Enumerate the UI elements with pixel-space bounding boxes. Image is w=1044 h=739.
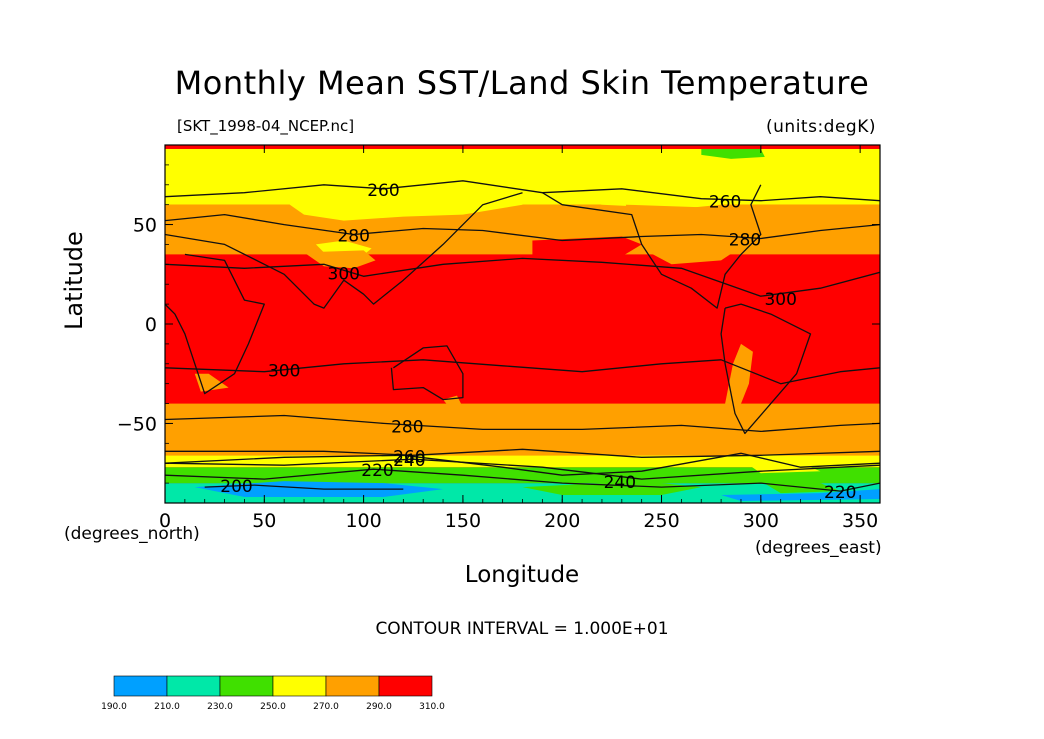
x-tick-label-300: 300 (743, 510, 779, 532)
patch-arctic-green (701, 149, 765, 159)
y-tick-label--50: −50 (117, 413, 157, 435)
patch-siberia-yellow (284, 192, 523, 221)
contour-label-6: 300 (268, 362, 300, 382)
coast-africa (165, 253, 265, 395)
contour-220-south (165, 468, 880, 492)
colorbar-label-2: 230.0 (207, 702, 233, 712)
temperature-band-1 (165, 467, 880, 484)
temperature-band-2 (165, 455, 880, 468)
colorbar-swatch-5 (378, 675, 433, 697)
x-tick-label-200: 200 (544, 510, 580, 532)
chart-subtitle-units: (units:degK) (766, 117, 876, 137)
contour-300-north (165, 257, 880, 297)
contour-label-4: 300 (328, 264, 360, 284)
patch-antarctic-green-1 (522, 481, 702, 495)
colorbar: 190.0 210.0 230.0 250.0 270.0 290.0 310.0 (101, 675, 445, 712)
contour-label-7: 280 (391, 417, 423, 437)
y-tick-label-50: 50 (133, 215, 157, 237)
patch-pacific-red (532, 236, 642, 257)
contour-label-8: 260 (393, 447, 425, 467)
patch-africa-orange (194, 373, 229, 392)
coast-antarctica (165, 452, 880, 476)
x-axis-label: Longitude (464, 562, 580, 588)
y-tick-label-0: 0 (145, 314, 157, 336)
colorbar-label-4: 270.0 (313, 702, 339, 712)
x-tick-label-100: 100 (345, 510, 381, 532)
contour-label-10: 220 (361, 461, 393, 481)
colorbar-swatch-4 (325, 675, 380, 697)
contour-280-north (165, 213, 880, 242)
contour-label-9: 240 (393, 451, 425, 471)
coast-namerica (542, 184, 762, 309)
colorbar-swatch-0 (113, 675, 168, 697)
temperature-band-5 (165, 204, 880, 255)
patch-namerica-yellow (542, 180, 761, 209)
contour-label-12: 200 (220, 477, 252, 497)
colorbar-swatch-2 (219, 675, 274, 697)
y-unit-label: (degrees_north) (64, 524, 200, 544)
contour-280-south (165, 414, 880, 433)
x-tick-label-50: 50 (252, 510, 276, 532)
chart-title: Monthly Mean SST/Land Skin Temperature (174, 64, 870, 102)
x-tick-label-250: 250 (643, 510, 679, 532)
contour-label-11: 240 (604, 473, 636, 493)
contour-label-2: 280 (337, 227, 369, 247)
coast-samerica (720, 303, 812, 435)
contour-label-3: 280 (729, 230, 761, 250)
contour-label-1: 260 (709, 193, 741, 213)
x-tick-label-350: 350 (842, 510, 878, 532)
contour-label-13: 220 (824, 483, 856, 503)
coast-australia (390, 345, 464, 401)
colorbar-label-6: 310.0 (419, 702, 445, 712)
contour-interval: CONTOUR INTERVAL = 1.000E+01 (375, 619, 669, 639)
colorbar-swatch-1 (166, 675, 221, 697)
x-tick-label-150: 150 (445, 510, 481, 532)
contour-240-south (165, 458, 880, 480)
axis-ticks: 0 50 100 150 200 250 300 350 −50 0 50 (117, 144, 881, 532)
heatmap-field (165, 145, 880, 503)
x-tick-label-0: 0 (159, 510, 171, 532)
colorbar-label-1: 210.0 (154, 702, 180, 712)
colorbar-swatch-3 (272, 675, 327, 697)
contour-260-south (165, 448, 880, 458)
coast-eurasia (165, 192, 523, 309)
colorbar-label-0: 190.0 (101, 702, 127, 712)
contour-label-0: 260 (367, 181, 399, 201)
colorbar-label-3: 250.0 (260, 702, 286, 712)
x-unit-label: (degrees_east) (755, 538, 882, 558)
contour-label-5: 300 (764, 290, 796, 310)
temperature-band-4 (165, 254, 880, 404)
chart-subtitle-file: [SKT_1998-04_NCEP.nc] (177, 117, 355, 135)
contour-200-south (204, 484, 404, 490)
colorbar-label-5: 290.0 (366, 702, 392, 712)
contour-300-south (165, 359, 880, 385)
